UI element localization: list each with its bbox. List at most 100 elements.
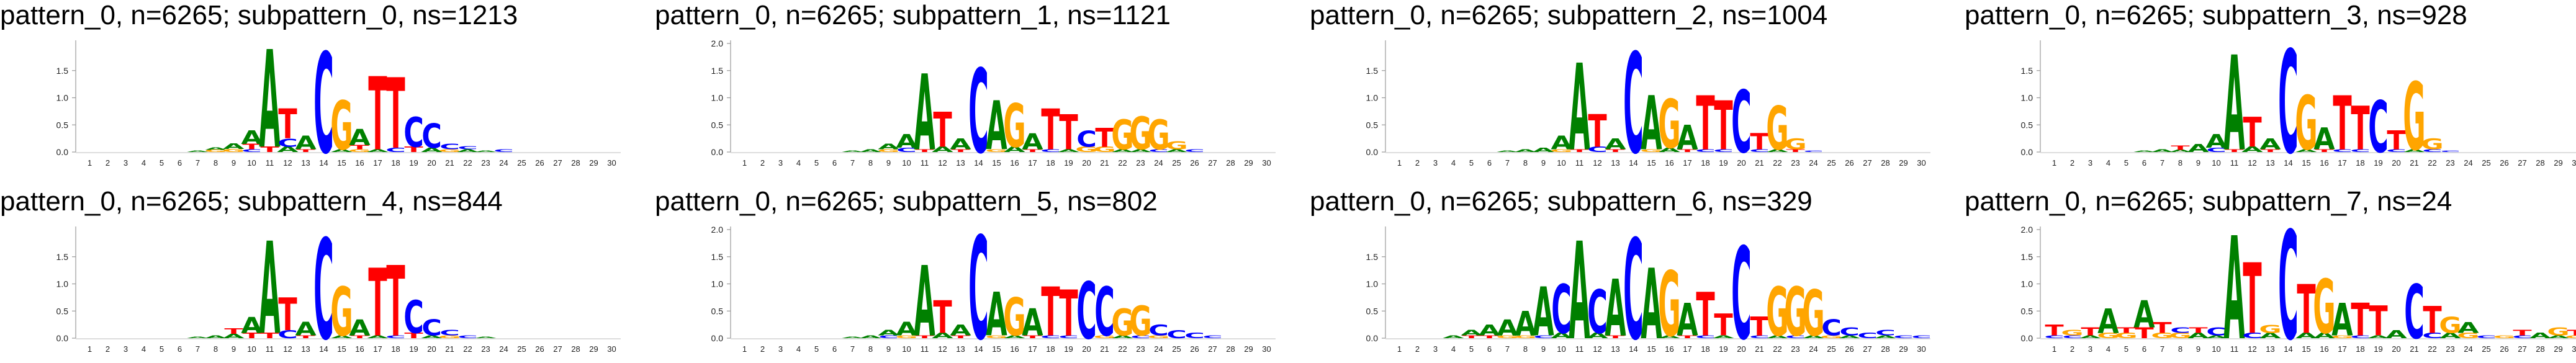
logo-letter-G: G: [1003, 287, 1025, 347]
logo-letter-G: G: [1111, 302, 1133, 344]
logo-letter-C: C: [1533, 335, 1554, 339]
x-tick-label: 14: [1629, 158, 1637, 168]
logo-letter-C: C: [1911, 335, 1932, 339]
logo-letter-G: G: [2169, 331, 2191, 340]
x-tick-label: 29: [589, 158, 598, 168]
x-tick-label: 28: [1881, 344, 1889, 354]
logo-letter-T: T: [350, 335, 369, 339]
x-tick-label: 6: [832, 344, 837, 354]
logo-letter-T: T: [1480, 335, 1499, 339]
x-tick-label: 13: [956, 158, 965, 168]
logo-letter-C: C: [878, 335, 899, 339]
x-tick-label: 29: [1244, 344, 1253, 354]
logo-letter-T: T: [1095, 123, 1114, 153]
x-tick-label: 15: [337, 344, 346, 354]
logo-letter-A: A: [2547, 335, 2569, 339]
x-tick-label: 23: [1136, 344, 1145, 354]
logo-letter-T: T: [2045, 322, 2064, 339]
logo-letter-A: A: [1112, 149, 1133, 153]
logo-letter-T: T: [1023, 335, 1042, 339]
logo-letter-G: G: [1784, 274, 1806, 352]
x-tick-label: 20: [2392, 158, 2400, 168]
logo-letter-G: G: [1640, 149, 1662, 153]
x-tick-label: 29: [1899, 158, 1907, 168]
x-tick-label: 19: [1719, 158, 1727, 168]
x-tick-label: 20: [2392, 344, 2400, 354]
x-tick-label: 28: [1226, 344, 1235, 354]
logo-letter-C: C: [1040, 335, 1061, 339]
y-tick-label: 0.5: [2021, 120, 2033, 130]
x-tick-label: 19: [1064, 158, 1073, 168]
logo-letter-G: G: [2115, 331, 2137, 340]
logo-letter-A: A: [2187, 142, 2209, 155]
x-tick-label: 13: [956, 344, 965, 354]
logo-letter-C: C: [421, 315, 442, 341]
logo-letter-G: G: [1496, 335, 1518, 339]
logo-letter-A: A: [1551, 331, 1573, 340]
x-tick-label: 24: [1154, 344, 1163, 354]
x-tick-label: 29: [2554, 158, 2562, 168]
logo-letter-C: C: [896, 146, 917, 153]
logo-letter-G: G: [2097, 331, 2119, 340]
x-tick-label: 24: [1809, 344, 1817, 354]
x-tick-label: 7: [1505, 344, 1510, 354]
x-tick-label: 22: [463, 344, 472, 354]
logo-letter-C: C: [2044, 335, 2065, 339]
logo-letter-A: A: [2403, 149, 2425, 153]
logo-letter-T: T: [1750, 128, 1769, 155]
logo-letter-A: A: [1641, 81, 1662, 168]
logo-letter-C: C: [385, 146, 406, 153]
x-tick-label: 4: [796, 158, 801, 168]
x-tick-label: 15: [2302, 158, 2310, 168]
x-tick-label: 26: [535, 344, 544, 354]
x-tick-label: 15: [1647, 158, 1655, 168]
logo-letter-C: C: [1857, 331, 1878, 340]
logo-letter-A: A: [1022, 128, 1043, 155]
x-tick-label: 27: [1863, 158, 1871, 168]
logo-panel-2: pattern_0, n=6265; subpattern_2, ns=1004…: [1310, 0, 1949, 177]
x-tick-label: 30: [1917, 158, 1925, 168]
x-tick-label: 2: [1415, 158, 1420, 168]
x-tick-label: 21: [1100, 344, 1109, 354]
logo-letter-T: T: [915, 149, 934, 153]
x-tick-label: 13: [1611, 344, 1619, 354]
x-tick-label: 9: [886, 158, 891, 168]
x-tick-label: 1: [1397, 158, 1402, 168]
x-tick-label: 19: [2374, 158, 2382, 168]
logo-letter-T: T: [2315, 149, 2334, 153]
logo-letter-A: A: [1004, 145, 1026, 154]
logo-letter-G: G: [348, 149, 371, 153]
logo-letter-C: C: [1623, 217, 1644, 360]
logo-letter-A: A: [1605, 136, 1626, 153]
y-tick-label: 0.5: [711, 306, 724, 316]
logo-letter-G: G: [1093, 145, 1115, 154]
logo-letter-A: A: [1058, 149, 1079, 153]
logo-letter-G: G: [1658, 86, 1680, 164]
logo-letter-C: C: [1148, 149, 1169, 153]
x-tick-label: 28: [571, 344, 580, 354]
logo-letter-C: C: [1695, 335, 1716, 339]
logo-letter-C: C: [1695, 149, 1716, 153]
x-tick-label: 24: [1809, 158, 1817, 168]
x-tick-label: 27: [2518, 158, 2526, 168]
logo-letter-T: T: [2297, 271, 2315, 349]
logo-letter-A: A: [914, 247, 935, 359]
logo-letter-A: A: [2457, 320, 2479, 337]
logo-letter-A: A: [205, 147, 227, 150]
y-tick-label: 1.5: [1366, 66, 1379, 76]
logo-letter-A: A: [2205, 130, 2227, 152]
x-tick-label: 25: [1172, 158, 1181, 168]
x-tick-label: 23: [2446, 158, 2454, 168]
logo-letter-C: C: [2278, 31, 2299, 174]
logo-letter-A: A: [295, 318, 317, 340]
x-tick-label: 25: [1827, 344, 1835, 354]
x-tick-label: 3: [124, 158, 128, 168]
x-tick-label: 3: [778, 344, 783, 354]
logo-letter-C: C: [1040, 149, 1061, 153]
logo-letter-C: C: [1184, 149, 1205, 153]
logo-letter-T: T: [951, 149, 970, 153]
x-tick-label: 6: [832, 158, 837, 168]
x-tick-label: 18: [391, 344, 400, 354]
logo-letter-C: C: [439, 143, 460, 151]
